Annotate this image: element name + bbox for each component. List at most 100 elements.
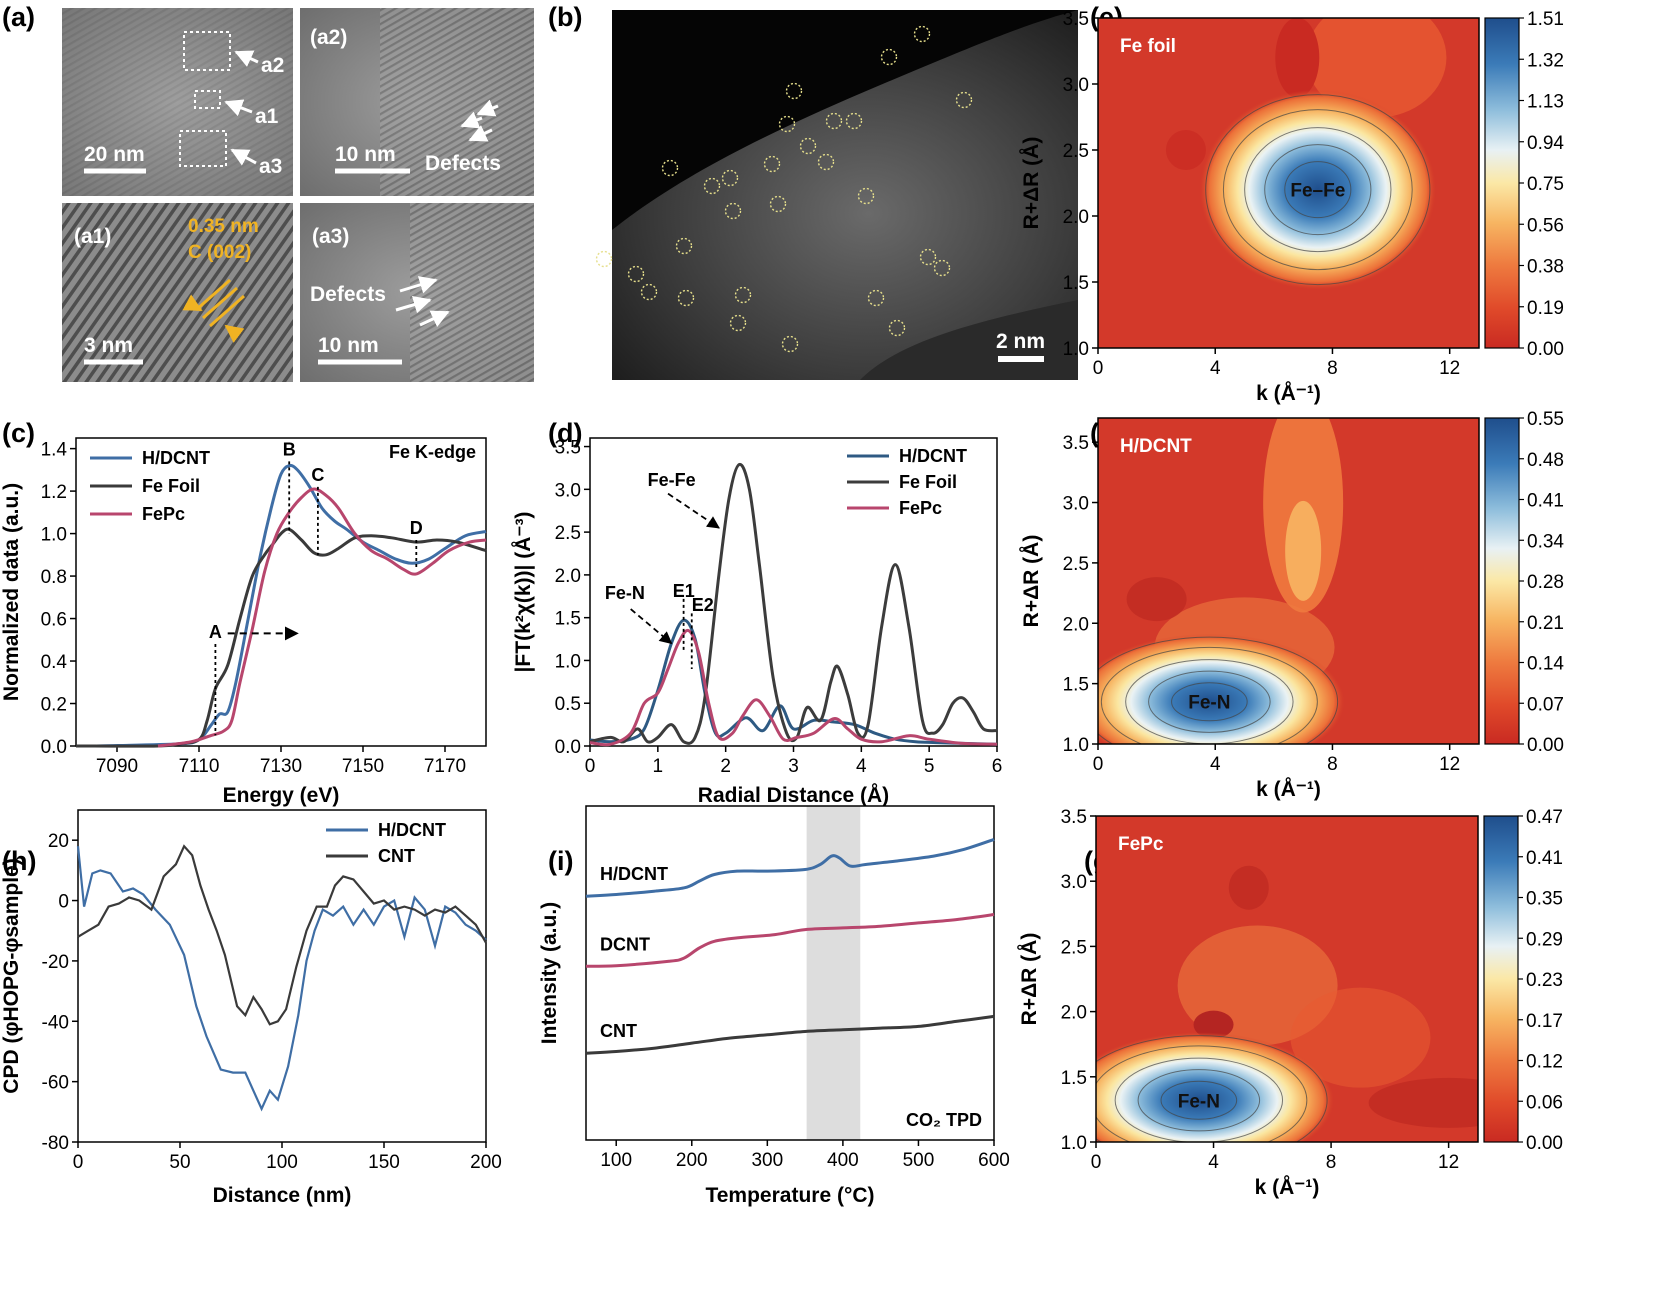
x-axis-label: k (Å⁻¹) [1256, 777, 1321, 801]
heatmap-sample-name: Fe foil [1120, 36, 1176, 57]
y-axis-label: R+ΔR (Å) [1019, 535, 1043, 628]
colorbar-tick-label: 0.34 [1527, 531, 1564, 552]
x-tick-label: 4 [1210, 754, 1221, 775]
plot-frame [1097, 417, 1480, 745]
x-tick-label: 2 [720, 756, 731, 777]
x-tick-label: 1 [653, 756, 664, 777]
y-tick-label: 3.5 [555, 438, 581, 459]
fe-n-annotation: Fe-N [605, 583, 645, 603]
x-tick-label: 7090 [96, 756, 138, 777]
highlight-band [806, 806, 861, 1140]
colorbar-tick-label: 0.94 [1527, 133, 1564, 154]
atom-marker [880, 48, 898, 66]
series-line [585, 1014, 995, 1055]
y-tick-label: 2.5 [1063, 554, 1089, 575]
chart-e: Fe–Fe Fe foil 0 4 8 12 1.0 1.5 2.0 2.5 3.0 3.5 k (Å⁻… [1019, 9, 1564, 405]
y-tick-label: 2.5 [1061, 937, 1087, 958]
x-tick-label: 8 [1327, 754, 1338, 775]
legend-entry: Fe Foil [899, 472, 957, 492]
scalebar-label-a1: 3 nm [84, 334, 133, 357]
atom-marker [825, 112, 843, 130]
tem-image-a3: (a3) Defects 10 nm [300, 203, 534, 382]
plot-frame [75, 437, 487, 747]
x-tick-label: 4 [1208, 1152, 1219, 1173]
atom-marker [799, 137, 817, 155]
heatmap-peak [1199, 89, 1436, 290]
y-tick-label: 1.5 [555, 609, 581, 630]
chart-f: Fe-N H/DCNT 0 4 8 12 1.0 1.5 2.0 2.5 3.0 3.5 k (Å⁻¹)… [1019, 409, 1564, 801]
scalebar-label-a2: 10 nm [335, 143, 396, 166]
atom-marker [867, 289, 885, 307]
colorbar-tick-label: 1.51 [1527, 9, 1564, 30]
callout-a2: a2 [261, 54, 284, 77]
x-axis-label: Energy (eV) [223, 784, 340, 807]
tem-image-a2: (a2) Defects 10 nm [300, 8, 534, 196]
plot-frame [1095, 815, 1479, 1143]
atom-marker [785, 82, 803, 100]
legend-entry: CNT [378, 846, 415, 866]
atom-marker [933, 259, 951, 277]
colorbar-tick-label: 0.38 [1527, 257, 1564, 278]
x-tick-label: 0 [1091, 1152, 1102, 1173]
colorbar-tick-label: 0.75 [1527, 174, 1564, 195]
y-tick-label: -80 [42, 1133, 69, 1154]
y-axis-label: Normalized data (a.u.) [0, 483, 23, 701]
atom-marker [817, 153, 835, 171]
y-tick-label: -60 [42, 1073, 69, 1094]
scalebar-label: 20 nm [84, 143, 145, 166]
chart-g: Fe-N FePc 0 4 8 12 1.0 1.5 2.0 2.5 3.0 3.5 k (Å⁻¹) R+… [1017, 807, 1563, 1199]
y-tick-label: 3.0 [555, 480, 581, 501]
heatmap-field [1098, 418, 1479, 744]
x-tick-label: 100 [266, 1152, 298, 1173]
plot-frame [585, 805, 995, 1141]
colorbar-tick-label: 0.14 [1527, 654, 1564, 675]
panel-d-label: (d) [548, 418, 582, 448]
y-axis-label: R+ΔR (Å) [1017, 933, 1041, 1026]
y-tick-label: 3.5 [1063, 9, 1089, 30]
series-label: CNT [600, 1021, 637, 1041]
colorbar-tick-label: 0.00 [1527, 339, 1564, 360]
series-line [96, 463, 487, 748]
x-tick-label: 400 [827, 1150, 859, 1171]
x-tick-label: 200 [470, 1152, 502, 1173]
x-tick-label: 0 [73, 1152, 84, 1173]
edge-annotation: Fe K-edge [389, 442, 476, 462]
scalebar-label-b: 2 nm [996, 330, 1045, 353]
colorbar-tick-label: 0.00 [1526, 1133, 1563, 1154]
legend-entry: H/DCNT [378, 820, 446, 840]
colorbar-tick-label: 0.19 [1527, 298, 1564, 319]
chart-d: 0 1 2 3 4 5 6 0.0 0.5 1.0 1.5 2.0 2.5 3.0 3.5 Radial Di… [511, 437, 1002, 807]
tpd-annotation: CO₂ TPD [906, 1110, 982, 1130]
sublabel-a3: (a3) [312, 225, 349, 248]
x-tick-label: 7130 [260, 756, 302, 777]
x-axis-label: Temperature (°C) [705, 1184, 874, 1207]
series-line [585, 837, 995, 898]
x-tick-label: 8 [1326, 1152, 1337, 1173]
series-line [589, 618, 998, 746]
colorbar-tick-label: 0.21 [1527, 613, 1564, 634]
scalebar-label-a3: 10 nm [318, 334, 379, 357]
panel-c-label: (c) [2, 418, 35, 448]
x-tick-label: 150 [368, 1152, 400, 1173]
y-tick-label: 0.0 [555, 737, 581, 758]
x-tick-label: 50 [169, 1152, 190, 1173]
colorbar-tick-label: 0.00 [1527, 735, 1564, 756]
sublabel-a1: (a1) [74, 225, 111, 248]
heatmap-peak [1096, 1032, 1334, 1142]
x-tick-label: 0 [585, 756, 596, 777]
y-tick-label: 1.0 [41, 525, 67, 546]
atom-marker [661, 159, 679, 177]
y-tick-label: 0.6 [41, 610, 67, 631]
heatmap-field [1096, 816, 1478, 1142]
y-axis-label: R+ΔR (Å) [1019, 137, 1043, 230]
y-tick-label: 0.2 [41, 695, 67, 716]
legend-entry: Fe Foil [142, 476, 200, 496]
x-tick-label: 5 [924, 756, 935, 777]
x-tick-label: 7170 [424, 756, 466, 777]
y-axis-label: CPD (φHOPG-φsample) [0, 858, 23, 1093]
series-line [75, 527, 487, 748]
marker-label: A [209, 622, 222, 642]
atom-marker [721, 169, 739, 187]
